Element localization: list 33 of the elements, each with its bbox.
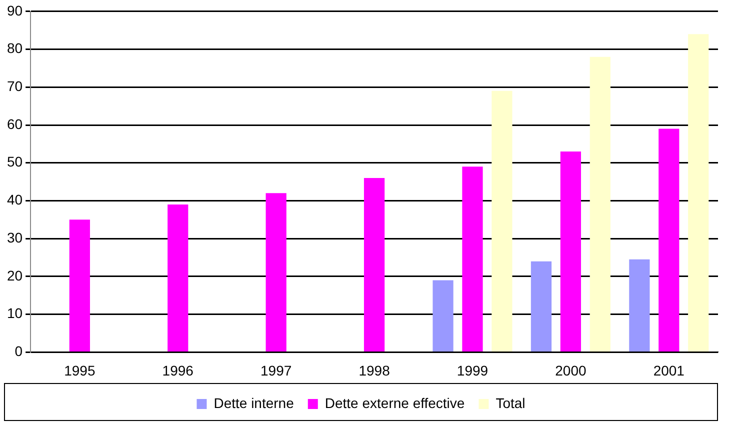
bar	[364, 178, 385, 352]
y-tick-label: 60	[6, 116, 23, 132]
y-tick-label: 90	[6, 2, 23, 18]
x-tick-label: 2001	[653, 362, 685, 378]
y-tick-label: 80	[6, 40, 23, 56]
x-tick-label: 2000	[555, 362, 586, 378]
bar	[629, 259, 650, 352]
y-tick-label: 50	[6, 154, 23, 170]
x-tick-label: 1995	[64, 362, 96, 378]
legend-label: Dette interne	[214, 394, 294, 411]
legend-label: Total	[496, 394, 526, 411]
bar	[492, 90, 512, 352]
y-tick-label: 10	[6, 305, 23, 322]
bar	[69, 220, 90, 352]
y-tick-label: 70	[6, 78, 23, 94]
x-tick-label: 1999	[456, 362, 488, 378]
bar	[590, 56, 610, 352]
bar	[560, 152, 582, 352]
y-tick-label: 20	[6, 267, 23, 284]
y-tick-label: 0	[14, 343, 23, 360]
x-tick-label: 1997	[260, 362, 292, 378]
x-tick-label: 1998	[358, 362, 390, 378]
bar	[658, 128, 680, 352]
bar	[688, 34, 709, 352]
x-tick-label: 1996	[162, 362, 194, 378]
bar	[432, 280, 454, 352]
bar	[168, 204, 188, 352]
bar	[462, 166, 483, 352]
bar	[530, 261, 552, 352]
y-tick-label: 40	[6, 192, 23, 208]
legend-label: Dette externe effective	[324, 394, 465, 411]
bar	[266, 193, 286, 352]
y-tick-label: 30	[6, 229, 23, 246]
